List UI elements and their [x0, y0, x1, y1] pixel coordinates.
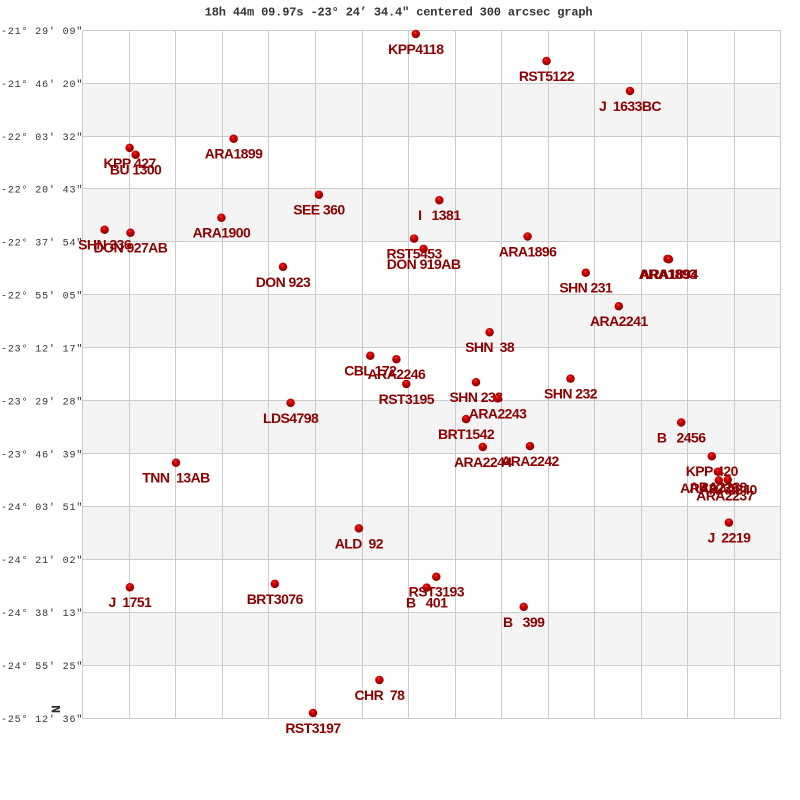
svg-text:ARA1896: ARA1896 — [499, 243, 557, 259]
svg-text:J 1633BC: J 1633BC — [599, 98, 661, 114]
svg-text:DON 923: DON 923 — [256, 274, 311, 290]
svg-text:ARA2237: ARA2237 — [696, 487, 754, 503]
svg-text:SHN 336: SHN 336 — [78, 237, 132, 253]
svg-text:I 1381: I 1381 — [418, 207, 461, 223]
svg-text:SEE 360: SEE 360 — [293, 202, 345, 218]
svg-text:18h 44m 09.97s -23° 24’ 34.4": 18h 44m 09.97s -23° 24’ 34.4" centered 3… — [205, 6, 593, 20]
svg-text:RST5453: RST5453 — [386, 246, 442, 262]
svg-text:SHN 232: SHN 232 — [544, 386, 598, 402]
svg-text:BRT1542: BRT1542 — [438, 426, 495, 442]
svg-text:ARA2239: ARA2239 — [680, 480, 738, 496]
svg-text:RST3195: RST3195 — [379, 391, 435, 407]
svg-text:-24° 38' 13": -24° 38' 13" — [1, 608, 83, 620]
svg-text:CBL 172: CBL 172 — [344, 363, 397, 379]
svg-text:-23° 46' 39": -23° 46' 39" — [1, 449, 83, 461]
svg-text:J 2219: J 2219 — [707, 530, 751, 546]
svg-text:DON 927AB: DON 927AB — [94, 240, 168, 256]
svg-text:J 1751: J 1751 — [108, 594, 152, 610]
svg-text:B 2456: B 2456 — [657, 429, 706, 445]
svg-text:SHN 231: SHN 231 — [559, 280, 613, 296]
svg-text:SHN 38: SHN 38 — [465, 339, 515, 355]
svg-text:ARA2242: ARA2242 — [501, 453, 559, 469]
svg-text:LDS4798: LDS4798 — [263, 410, 319, 426]
svg-text:B 399: B 399 — [503, 614, 545, 630]
svg-text:ARA2246: ARA2246 — [368, 366, 426, 382]
svg-text:BRT3076: BRT3076 — [247, 591, 304, 607]
svg-text:ARA1894: ARA1894 — [640, 266, 698, 282]
svg-text:-22° 55' 05": -22° 55' 05" — [1, 291, 83, 303]
svg-text:DON 919AB: DON 919AB — [387, 256, 461, 272]
svg-text:ARA1900: ARA1900 — [193, 225, 251, 241]
svg-text:-25° 12' 36": -25° 12' 36" — [1, 714, 83, 726]
svg-text:-22° 20' 43": -22° 20' 43" — [1, 185, 83, 197]
svg-text:SHN 233: SHN 233 — [450, 389, 504, 405]
svg-text:-24° 21' 02": -24° 21' 02" — [1, 555, 83, 567]
svg-text:-23° 29' 28": -23° 29' 28" — [1, 396, 83, 408]
svg-text:-24° 55' 25": -24° 55' 25" — [1, 661, 83, 673]
svg-text:-22° 03' 32": -22° 03' 32" — [1, 132, 83, 144]
svg-text:ARA1893: ARA1893 — [639, 266, 697, 282]
svg-text:-24° 03' 51": -24° 03' 51" — [1, 502, 83, 514]
svg-text:ARA2244: ARA2244 — [454, 454, 512, 470]
svg-text:KPP 427: KPP 427 — [104, 155, 157, 171]
svg-text:TNN 13AB: TNN 13AB — [142, 470, 210, 486]
svg-text:KPP 420: KPP 420 — [686, 463, 739, 479]
svg-text:-21° 46' 20": -21° 46' 20" — [1, 79, 83, 91]
svg-text:RST3197: RST3197 — [285, 720, 341, 736]
svg-text:-22° 37' 54": -22° 37' 54" — [1, 238, 83, 250]
svg-text:ARA2243: ARA2243 — [469, 405, 527, 421]
svg-text:B 401: B 401 — [406, 595, 448, 611]
svg-text:KPP4118: KPP4118 — [388, 41, 444, 57]
svg-text:ARA2240: ARA2240 — [699, 481, 757, 497]
svg-text:ARA1899: ARA1899 — [205, 146, 263, 162]
svg-text:-21° 29' 09": -21° 29' 09" — [1, 26, 83, 38]
svg-text:ALD 92: ALD 92 — [335, 535, 384, 551]
svg-text:CHR 78: CHR 78 — [354, 687, 405, 703]
svg-text:ARA2238: ARA2238 — [689, 479, 747, 495]
svg-text:RST5122: RST5122 — [519, 68, 575, 84]
svg-text:ARA2241: ARA2241 — [590, 313, 648, 329]
svg-text:-23° 12' 17": -23° 12' 17" — [1, 344, 83, 356]
svg-text:BU 1300: BU 1300 — [110, 162, 162, 178]
